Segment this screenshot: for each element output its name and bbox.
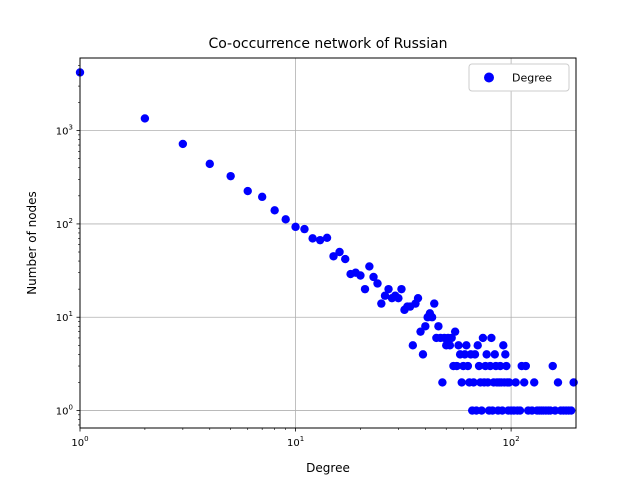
data-point xyxy=(270,206,279,215)
x-tick-label: 100 xyxy=(71,435,88,449)
data-point xyxy=(499,341,508,350)
data-point xyxy=(413,293,423,303)
data-point xyxy=(447,333,456,343)
y-tick-label: 100 xyxy=(56,404,73,418)
data-point xyxy=(308,234,317,243)
data-point xyxy=(140,114,150,123)
plot-area xyxy=(80,58,576,428)
data-point xyxy=(226,171,235,181)
x-tick-label: 102 xyxy=(503,435,520,449)
data-point xyxy=(356,271,365,280)
data-point xyxy=(205,159,214,169)
data-point xyxy=(380,291,390,300)
data-point xyxy=(421,322,430,331)
data-point xyxy=(511,378,520,387)
data-point xyxy=(341,254,350,264)
data-point xyxy=(329,252,338,261)
data-point xyxy=(482,350,491,359)
data-point xyxy=(469,378,478,387)
data-point xyxy=(501,350,510,359)
data-point xyxy=(291,222,300,232)
data-point xyxy=(384,284,393,294)
data-point xyxy=(445,341,455,350)
x-tick-label: 101 xyxy=(287,435,304,449)
data-point xyxy=(257,192,267,202)
points-layer xyxy=(75,68,578,415)
data-point xyxy=(178,139,188,149)
legend-box xyxy=(468,63,570,92)
plot-frame xyxy=(79,57,577,429)
data-point xyxy=(496,361,505,371)
data-point xyxy=(369,272,378,282)
data-point xyxy=(457,378,466,387)
grid-layer xyxy=(80,58,576,428)
data-point xyxy=(438,378,447,387)
data-point xyxy=(300,224,309,234)
data-point xyxy=(553,378,563,387)
data-point xyxy=(454,341,463,350)
data-point xyxy=(450,327,460,336)
data-point xyxy=(548,361,557,371)
data-point xyxy=(519,378,529,387)
data-point xyxy=(474,361,484,371)
data-point xyxy=(515,406,525,415)
data-point xyxy=(322,233,332,243)
data-point xyxy=(502,361,511,371)
data-point xyxy=(487,333,496,343)
data-point xyxy=(483,378,493,387)
y-tick-label: 103 xyxy=(56,124,73,138)
data-point xyxy=(418,350,428,359)
data-point xyxy=(470,350,480,359)
data-point xyxy=(521,361,531,371)
data-point xyxy=(335,247,344,257)
data-point xyxy=(315,235,325,245)
data-point xyxy=(490,350,499,359)
ticks-layer: 100 101 102 100 101 102 103 xyxy=(56,65,520,449)
data-point xyxy=(505,378,514,387)
data-point xyxy=(566,406,576,415)
y-axis-title: Number of nodes xyxy=(25,191,39,295)
data-point xyxy=(498,406,507,415)
data-point xyxy=(373,279,382,288)
data-point xyxy=(462,341,471,350)
data-point xyxy=(377,299,386,308)
data-point xyxy=(408,341,418,350)
data-point xyxy=(569,378,578,387)
data-point xyxy=(530,378,539,387)
data-point xyxy=(430,299,439,308)
data-point xyxy=(416,327,425,336)
data-point xyxy=(473,341,482,350)
data-point xyxy=(478,333,488,343)
data-point xyxy=(397,284,406,294)
data-point xyxy=(434,322,443,331)
y-tick-label: 101 xyxy=(56,310,73,324)
legend-label: Degree xyxy=(512,72,552,85)
data-point xyxy=(360,284,370,294)
data-point xyxy=(460,350,470,359)
data-point xyxy=(427,313,437,322)
data-point xyxy=(365,262,374,271)
data-point xyxy=(394,293,403,303)
legend-marker xyxy=(484,72,494,83)
data-point xyxy=(243,186,252,196)
chart-title: Co-occurrence network of Russian xyxy=(208,36,447,52)
data-point xyxy=(463,361,473,371)
data-point xyxy=(281,215,290,224)
y-tick-label: 102 xyxy=(56,217,73,231)
x-axis-title: Degree xyxy=(306,461,350,475)
legend: Degree xyxy=(468,63,570,92)
data-point xyxy=(477,406,486,415)
data-point xyxy=(452,361,462,371)
